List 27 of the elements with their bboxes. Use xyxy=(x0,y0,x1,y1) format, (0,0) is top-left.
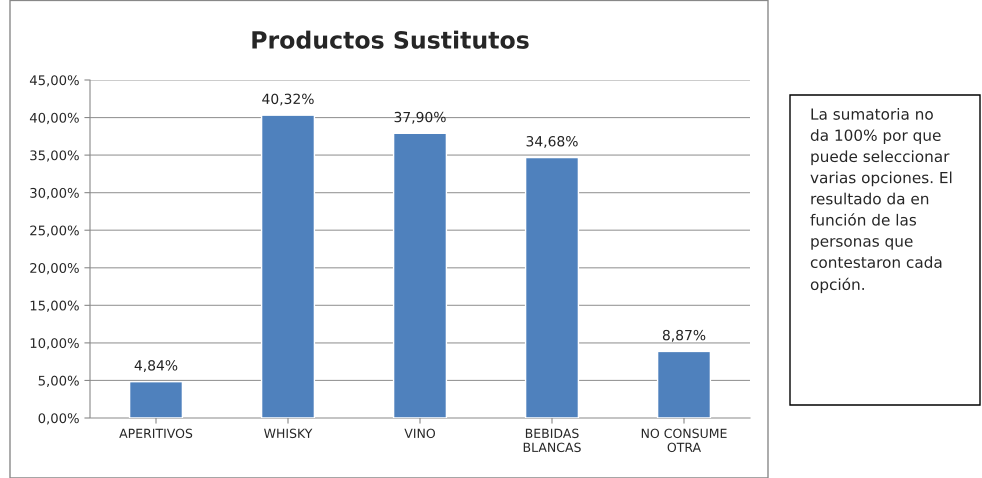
y-tick-label: 15,00% xyxy=(30,300,79,312)
bar xyxy=(656,350,712,418)
chart-title: Productos Sustitutos xyxy=(252,30,529,49)
bar xyxy=(392,132,448,418)
x-tick-label: WHISKY xyxy=(264,428,312,438)
y-tick-label: 30,00% xyxy=(30,188,79,200)
bar xyxy=(128,380,184,418)
y-tick-label: 40,00% xyxy=(30,112,79,124)
data-label: 34,68% xyxy=(526,136,578,148)
text: La sumatoria no da 100% por que puede seleccionar varias opciones. El resultado da en función de las personas que contestaron cada opción. xyxy=(810,108,952,294)
data-label: 40,32% xyxy=(262,94,314,106)
y-tick-label: 25,00% xyxy=(30,225,79,237)
data-label: 4,84% xyxy=(134,360,178,372)
data-label: 37,90% xyxy=(394,112,446,124)
y-tick-label: 45,00% xyxy=(30,75,79,87)
x-tick-label: NO CONSUME OTRA xyxy=(642,428,727,452)
y-tick-label: 10,00% xyxy=(30,338,79,350)
data-label: 8,87% xyxy=(662,330,706,342)
x-tick-label: BEBIDAS BLANCAS xyxy=(524,428,581,452)
y-tick-label: 20,00% xyxy=(30,263,79,274)
bar xyxy=(260,114,316,418)
y-tick-label: 35,00% xyxy=(30,150,79,162)
x-tick-label: APERITIVOS xyxy=(119,428,192,438)
y-tick-label: 5,00% xyxy=(38,376,79,387)
x-tick-label: VINO xyxy=(404,428,436,438)
y-tick-label: 0,00% xyxy=(38,413,79,425)
bar xyxy=(524,156,580,418)
